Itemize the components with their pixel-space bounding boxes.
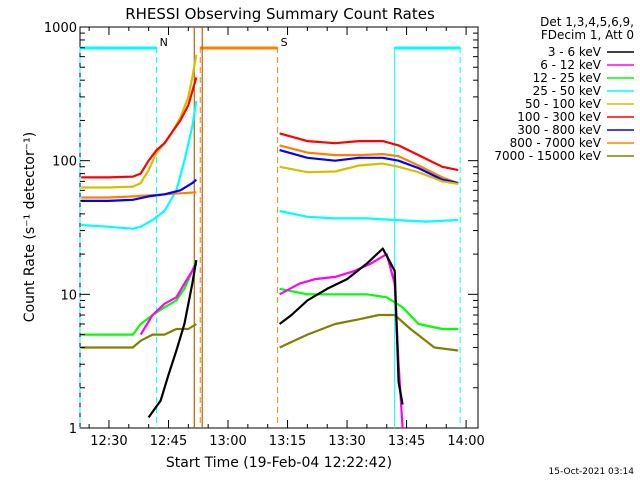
x-tick-label: 12:30 xyxy=(90,434,127,449)
legend-label: 50 - 100 keV xyxy=(525,97,602,111)
legend-label: 3 - 6 keV xyxy=(548,45,602,59)
legend-header-line-1: Det 1,3,4,5,6,9, xyxy=(540,15,634,29)
x-tick-label: 13:00 xyxy=(209,434,246,449)
series-line-25to50kev-before-gap xyxy=(81,100,198,230)
night-interval-label: N xyxy=(160,36,168,49)
legend-label: 12 - 25 keV xyxy=(533,71,602,85)
footer-timestamp: 15-Oct-2021 03:14 xyxy=(549,467,635,477)
legend-header-line-2: FDecim 1, Att 0 xyxy=(541,28,634,42)
x-tick-label: 13:15 xyxy=(269,434,306,449)
series-line-25to50kev-after-gap xyxy=(279,209,459,223)
series-line-3to6kev-after-gap xyxy=(278,247,404,405)
y-tick-label: 100 xyxy=(52,155,77,170)
series-line-100to300kev-after-gap xyxy=(279,132,459,172)
legend-label: 100 - 300 keV xyxy=(517,110,601,124)
series-line-100to300kev-before-gap xyxy=(81,77,198,179)
series-line-300to800kev-after-gap xyxy=(279,149,459,185)
y-tick-label: 10 xyxy=(60,288,77,303)
x-tick-label: 13:30 xyxy=(328,434,365,449)
series-line-12to25kev-after-gap xyxy=(279,287,459,331)
series-line-800to7000kev-before-gap xyxy=(81,191,197,199)
series-line-300to800kev-before-gap xyxy=(81,178,198,202)
series-line-7000to15000kev-before-gap xyxy=(81,323,197,349)
legend-label: 7000 - 15000 keV xyxy=(494,149,601,163)
y-tick-label: 1000 xyxy=(44,21,77,36)
legend-label: 300 - 800 keV xyxy=(517,123,601,137)
legend-label: 800 - 7000 keV xyxy=(510,136,602,150)
y-axis-label: Count Rate (s⁻¹ detector⁻¹) xyxy=(22,132,38,322)
series-line-12to25kev-before-gap xyxy=(81,259,198,336)
series-line-3to6kev-before-gap xyxy=(147,260,198,419)
legend-label: 6 - 12 keV xyxy=(540,58,602,72)
axis-layer: 12:30 12:45 13:00 13:15 13:30 13:45 14:00 1 10 10… xyxy=(44,21,485,449)
legend-label: 25 - 50 keV xyxy=(533,84,602,98)
x-tick-label: 12:45 xyxy=(150,434,187,449)
x-tick-label: 14:00 xyxy=(447,434,484,449)
series-layer xyxy=(81,54,459,429)
series-line-50to100kev-after-gap xyxy=(279,162,459,185)
y-tick-label: 1 xyxy=(69,422,77,437)
series-line-800to7000kev-after-gap xyxy=(279,144,459,185)
legend: Det 1,3,4,5,6,9, FDecim 1, Att 0 3 - 6 k… xyxy=(494,15,634,163)
x-tick-label: 13:45 xyxy=(388,434,425,449)
series-line-6to12kev-before-gap xyxy=(139,262,198,336)
chart-title: RHESSI Observing Summary Count Rates xyxy=(125,5,435,23)
saa-interval-label: S xyxy=(281,36,288,49)
series-line-6to12kev-after-gap xyxy=(279,253,404,429)
x-axis-label: Start Time (19-Feb-04 12:22:42) xyxy=(166,455,392,471)
series-line-7000to15000kev-after-gap xyxy=(279,313,459,352)
